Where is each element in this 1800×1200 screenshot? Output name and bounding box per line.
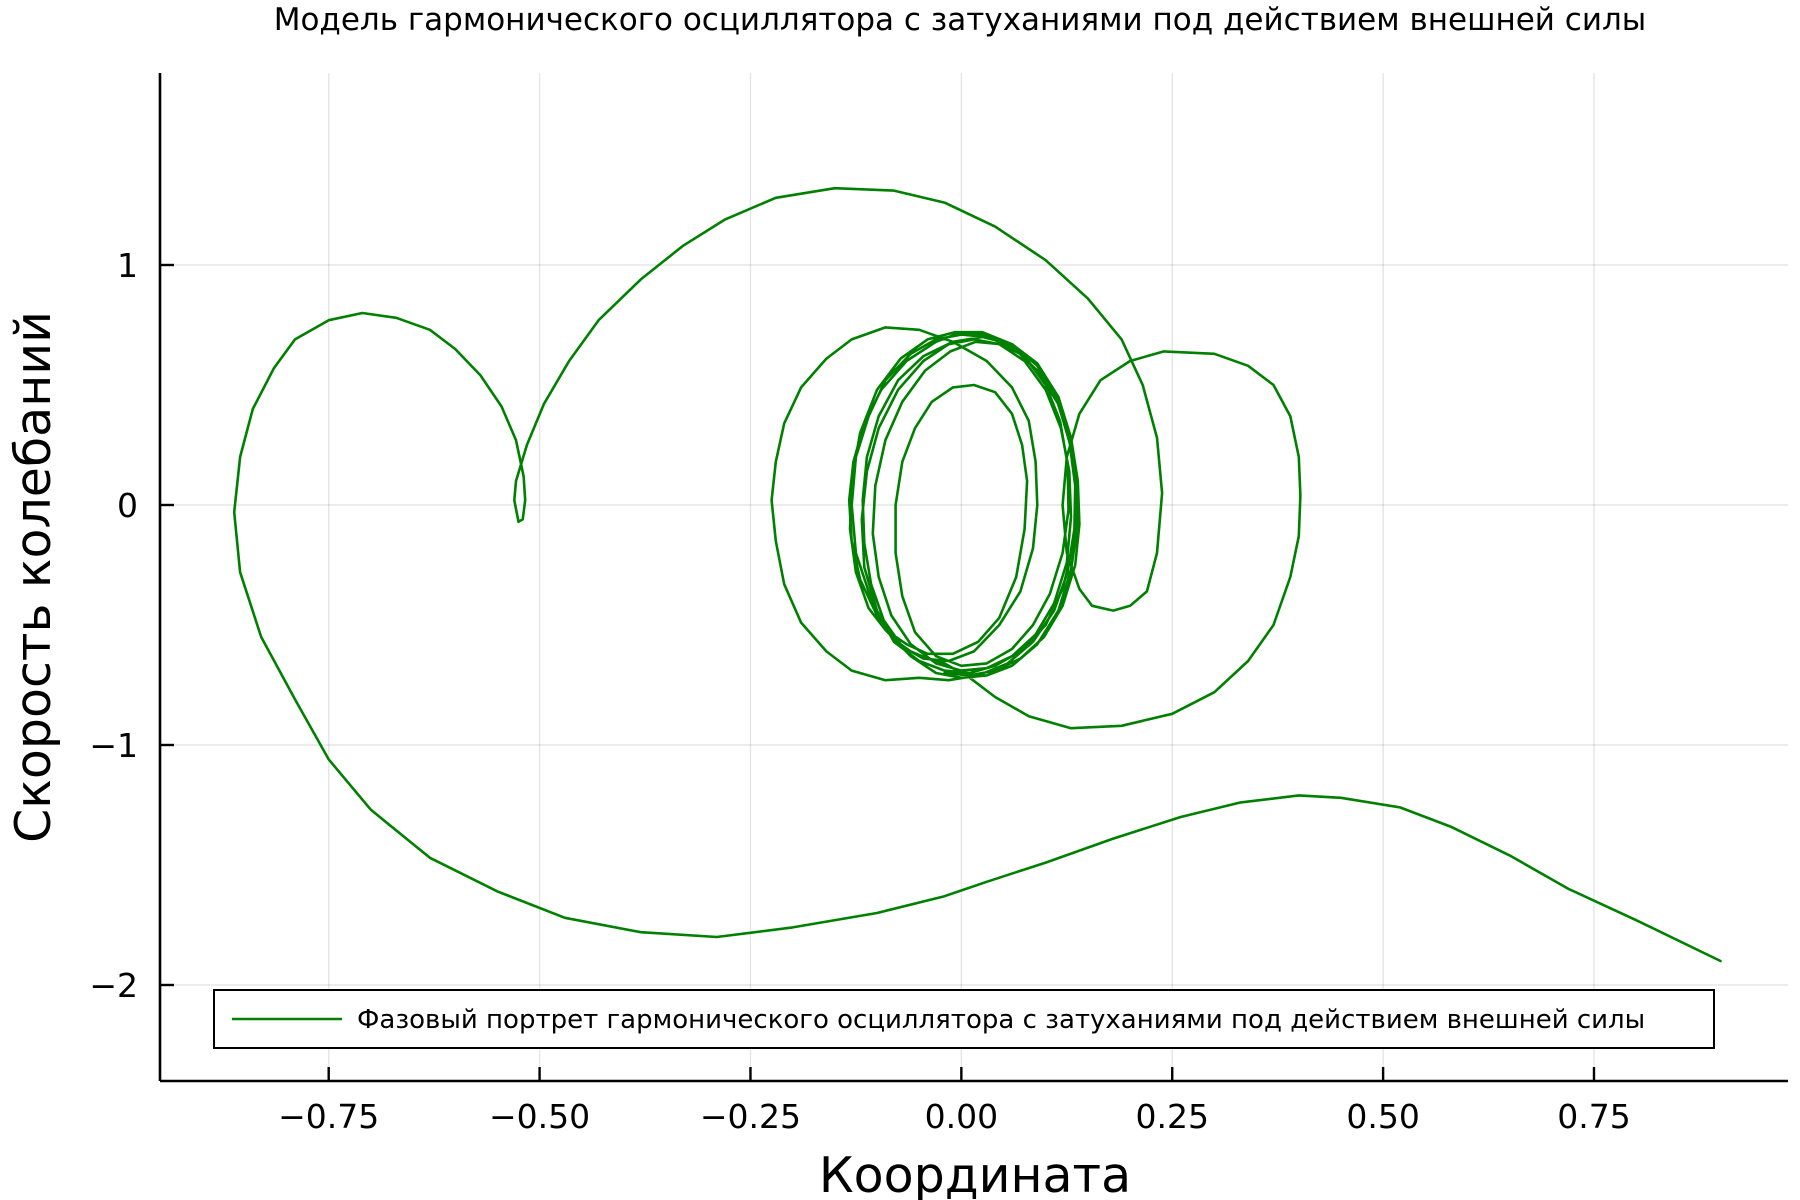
y-axis-label: Скорость колебаний <box>5 311 62 843</box>
x-tick-label: 0.75 <box>1557 1097 1630 1136</box>
legend-label: Фазовый портрет гармонического осциллято… <box>357 1005 1645 1035</box>
legend: Фазовый портрет гармонического осциллято… <box>213 989 1715 1049</box>
grid <box>160 73 1788 1081</box>
chart-title: Модель гармонического осциллятора с зату… <box>274 2 1647 38</box>
x-tick-label: −0.25 <box>700 1097 801 1136</box>
legend-box <box>213 989 1715 1049</box>
y-tick-label: 1 <box>117 246 138 285</box>
x-axis-label: Координата <box>819 1147 1131 1200</box>
x-tick-label: −0.75 <box>278 1097 379 1136</box>
y-tick-label: 0 <box>117 486 138 525</box>
x-tick-label: 0.00 <box>925 1097 998 1136</box>
phase-portrait-line <box>232 186 1722 963</box>
y-ticks: −2 −1 0 1 <box>89 246 174 1005</box>
y-tick-label: −2 <box>89 966 138 1005</box>
x-tick-label: 0.50 <box>1346 1097 1419 1136</box>
y-tick-label: −1 <box>89 726 138 765</box>
x-ticks: −0.75 −0.50 −0.25 0.00 0.25 0.50 0.75 <box>278 1067 1631 1136</box>
x-tick-label: −0.50 <box>489 1097 590 1136</box>
x-tick-label: 0.25 <box>1135 1097 1208 1136</box>
